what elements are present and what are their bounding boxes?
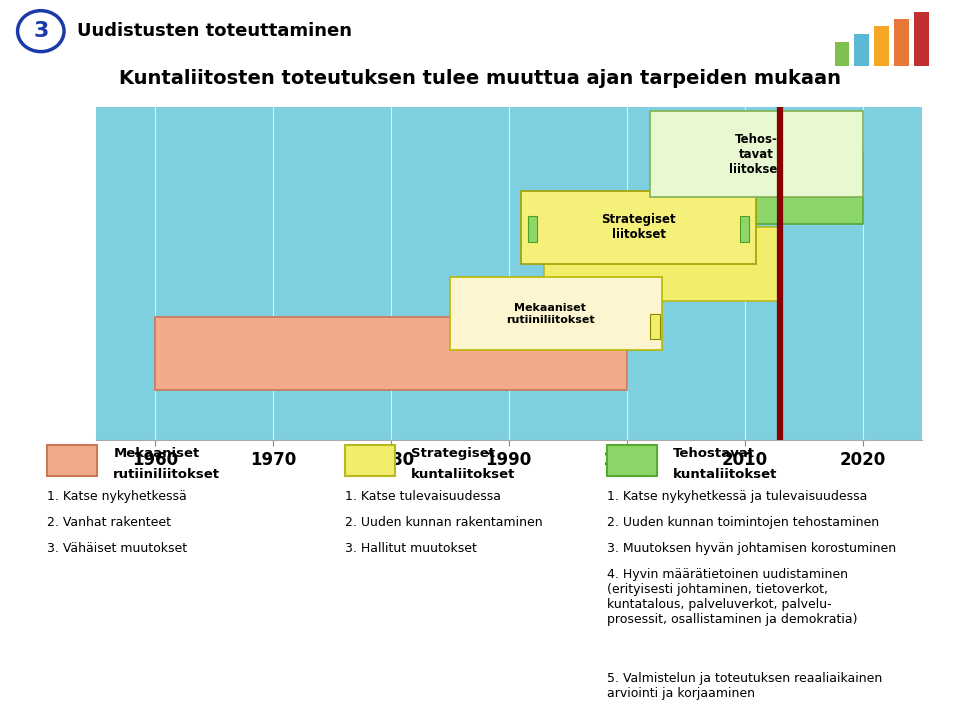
Text: 1. Katse nykyhetkessä ja tulevaisuudessa: 1. Katse nykyhetkessä ja tulevaisuudessa (607, 490, 867, 503)
Bar (346, 445, 395, 476)
Text: Strategiset: Strategiset (411, 448, 495, 460)
Text: 1. Katse nykyhetkessä: 1. Katse nykyhetkessä (47, 490, 187, 503)
Bar (740, 216, 750, 242)
Text: 2. Uuden kunnan rakentaminen: 2. Uuden kunnan rakentaminen (346, 516, 542, 529)
Text: Mekaaniset
rutiiniliitokset: Mekaaniset rutiiniliitokset (506, 303, 594, 324)
Bar (520, 190, 756, 264)
Text: Tehos-
tavat
liitokset: Tehos- tavat liitokset (730, 132, 783, 175)
Text: 3. Muutoksen hyvän johtamisen korostuminen: 3. Muutoksen hyvän johtamisen korostumin… (607, 542, 896, 555)
Bar (914, 12, 929, 66)
Bar (544, 227, 780, 301)
Text: Mekaaniset: Mekaaniset (113, 448, 200, 460)
Bar (833, 42, 849, 66)
Text: kuntaliitokset: kuntaliitokset (411, 468, 516, 480)
Bar (155, 317, 627, 390)
Text: Uudistusten toteuttaminen: Uudistusten toteuttaminen (77, 22, 351, 40)
Bar (607, 445, 657, 476)
Text: rutiiniliitokset: rutiiniliitokset (113, 468, 220, 480)
Text: 3. Vähäiset muutokset: 3. Vähäiset muutokset (47, 542, 187, 555)
Text: 2. Uuden kunnan toimintojen tehostaminen: 2. Uuden kunnan toimintojen tehostaminen (607, 516, 879, 529)
Bar (47, 445, 97, 476)
Text: 2. Vanhat rakenteet: 2. Vanhat rakenteet (47, 516, 172, 529)
Text: 5. Valmistelun ja toteutuksen reaaliaikainen
arviointi ja korjaaminen: 5. Valmistelun ja toteutuksen reaaliaika… (607, 672, 882, 700)
Text: Tehostavat: Tehostavat (673, 448, 755, 460)
Text: 1. Katse tulevaisuudessa: 1. Katse tulevaisuudessa (346, 490, 501, 503)
Text: Kuntaliitosten toteutuksen tulee muuttua ajan tarpeiden mukaan: Kuntaliitosten toteutuksen tulee muuttua… (119, 69, 841, 88)
Text: 4. Hyvin määrätietoinen uudistaminen
(erityisesti johtaminen, tietoverkot,
kunta: 4. Hyvin määrätietoinen uudistaminen (er… (607, 568, 857, 626)
Text: 10: 10 (920, 684, 936, 697)
Text: kuntaliitokset: kuntaliitokset (673, 468, 778, 480)
Bar (853, 34, 869, 66)
Text: Strategiset
liitokset: Strategiset liitokset (601, 213, 676, 241)
Bar (650, 314, 660, 339)
Bar (650, 111, 863, 198)
Bar (662, 150, 863, 224)
Text: VALTIOVARAINMINISTERIÖ: VALTIOVARAINMINISTERIÖ (24, 684, 219, 697)
Text: 3. Hallitut muutokset: 3. Hallitut muutokset (346, 542, 477, 555)
Bar (450, 277, 662, 350)
Bar (528, 216, 537, 242)
Text: Kuntaosasto: Kuntaosasto (221, 684, 298, 697)
Bar (894, 19, 909, 66)
Bar (874, 26, 889, 66)
Text: 13.12.2011: 13.12.2011 (787, 684, 858, 697)
Text: 3: 3 (33, 21, 49, 41)
